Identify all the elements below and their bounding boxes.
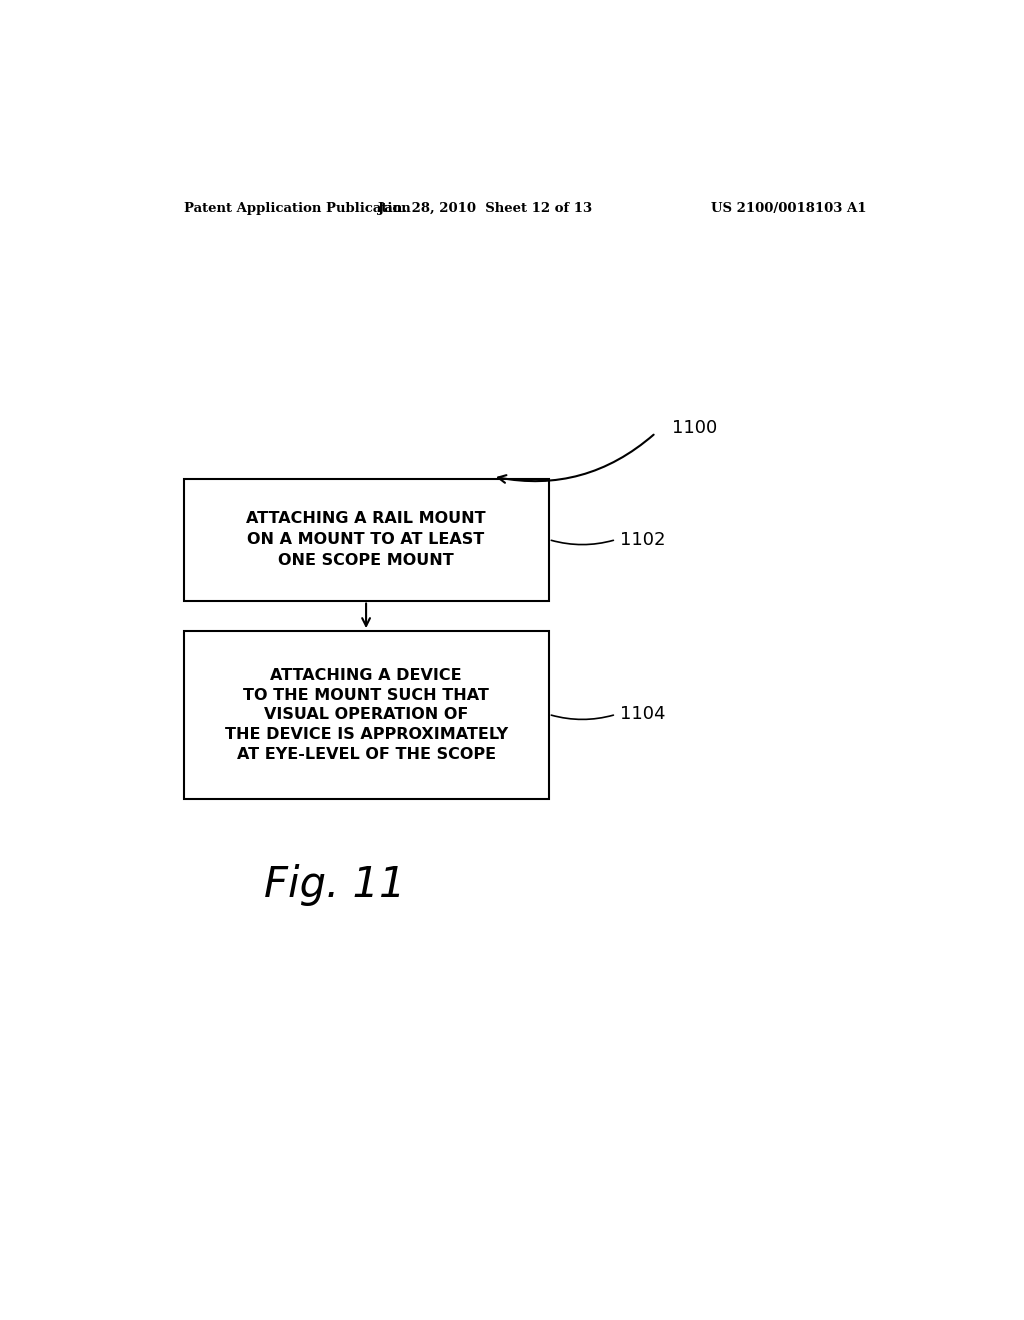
Text: US 2100/0018103 A1: US 2100/0018103 A1 <box>711 202 866 215</box>
Text: 1104: 1104 <box>620 705 666 723</box>
Text: Patent Application Publication: Patent Application Publication <box>183 202 411 215</box>
Bar <box>183 479 549 601</box>
Text: ATTACHING A DEVICE
TO THE MOUNT SUCH THAT
VISUAL OPERATION OF
THE DEVICE IS APPR: ATTACHING A DEVICE TO THE MOUNT SUCH THA… <box>224 668 508 762</box>
Text: ATTACHING A RAIL MOUNT
ON A MOUNT TO AT LEAST
ONE SCOPE MOUNT: ATTACHING A RAIL MOUNT ON A MOUNT TO AT … <box>246 511 486 568</box>
Text: Jan. 28, 2010  Sheet 12 of 13: Jan. 28, 2010 Sheet 12 of 13 <box>378 202 592 215</box>
Bar <box>183 631 549 799</box>
Text: 1100: 1100 <box>672 418 717 437</box>
Text: 1102: 1102 <box>620 531 666 549</box>
Text: Fig. 11: Fig. 11 <box>263 865 406 906</box>
